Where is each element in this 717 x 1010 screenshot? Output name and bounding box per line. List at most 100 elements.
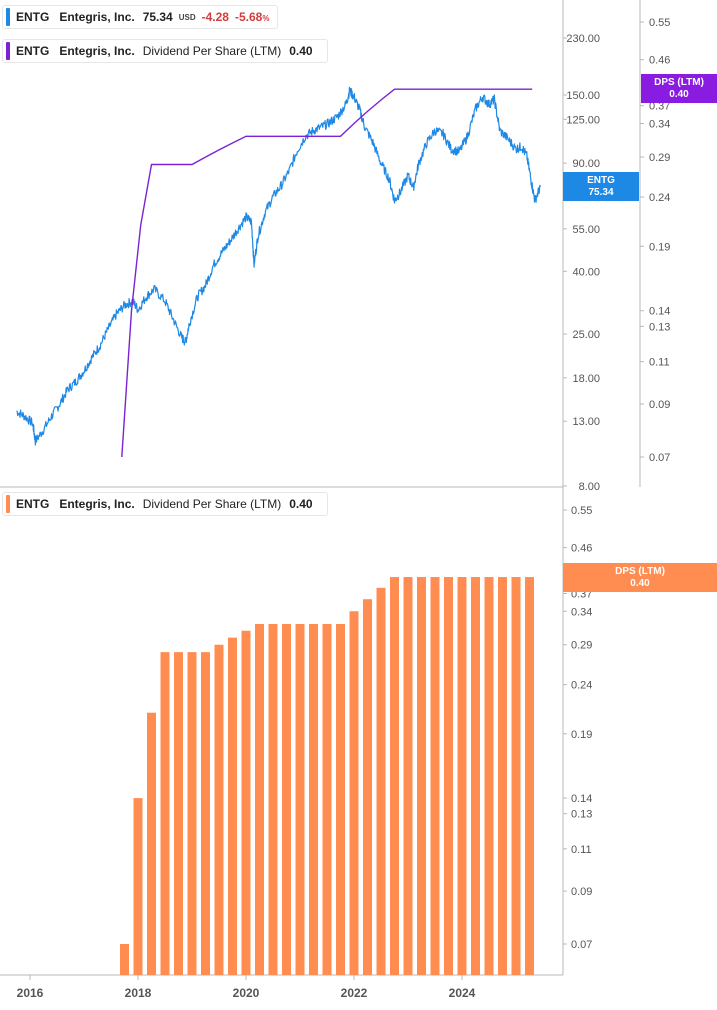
dps-bar bbox=[282, 624, 291, 975]
dps-top-tag-label: DPS (LTM) bbox=[654, 76, 704, 88]
dps-bar bbox=[403, 577, 413, 975]
dps-bar bbox=[133, 798, 143, 975]
dps-top-axis-tick-label: 0.46 bbox=[649, 55, 670, 67]
price-tag-label: ENTG bbox=[587, 174, 615, 186]
dps-bar bbox=[430, 577, 440, 975]
dps-top-axis-tick-label: 0.19 bbox=[649, 241, 670, 253]
price-axis-tick-label: 230.00 bbox=[566, 33, 600, 45]
price-tag-value: 75.34 bbox=[588, 186, 614, 198]
dps-bar bbox=[349, 611, 359, 975]
dps-bar bbox=[120, 944, 129, 975]
dps-bar bbox=[525, 577, 534, 975]
x-axis-tick-label: 2016 bbox=[17, 986, 44, 1000]
dps-bar bbox=[498, 577, 507, 975]
dps-top-axis-tick-label: 0.24 bbox=[649, 192, 670, 204]
price-legend-change-pct-value: -5.68 bbox=[234, 10, 263, 24]
price-legend-pct-sign: % bbox=[262, 14, 270, 23]
price-axis-tick-label: 8.00 bbox=[579, 481, 600, 493]
price-legend: ENTG Entegris, Inc. 75.34 USD -4.28 -5.6… bbox=[2, 5, 279, 29]
price-axis-tick-label: 150.00 bbox=[566, 90, 600, 102]
x-axis-tick-label: 2024 bbox=[449, 986, 476, 1000]
dps-bottom-legend-swatch bbox=[6, 495, 10, 513]
dps-bottom-legend-ticker: ENTG bbox=[16, 497, 50, 511]
dps-bar bbox=[147, 712, 156, 975]
dps-top-axis-tick-label: 0.09 bbox=[649, 399, 670, 411]
dps-bottom-axis-tag: DPS (LTM) 0.40 bbox=[563, 563, 717, 592]
dps-top-legend-name: Entegris, Inc. bbox=[59, 44, 135, 58]
price-axis-tag: ENTG 75.34 bbox=[563, 172, 639, 201]
dps-top-legend-metric: Dividend Per Share (LTM) bbox=[142, 44, 282, 58]
dps-top-axis-tick-label: 0.13 bbox=[649, 321, 670, 333]
dps-bottom-axis-tick-label: 0.19 bbox=[571, 729, 592, 741]
axis-tick-labels: 230.00 150.00 125.00 90.00 55.00 40.00 25.00 18… bbox=[17, 17, 671, 1000]
dps-bar bbox=[309, 624, 318, 975]
dps-bars bbox=[120, 577, 534, 975]
dps-top-axis-tick-label: 0.55 bbox=[649, 17, 670, 29]
dps-bar bbox=[511, 577, 521, 975]
dps-bar bbox=[376, 587, 386, 975]
dps-bottom-axis-tick-label: 0.46 bbox=[571, 543, 592, 555]
price-axis-tick-label: 90.00 bbox=[572, 158, 600, 170]
dps-bar bbox=[268, 624, 278, 975]
dps-bottom-axis-tick-label: 0.34 bbox=[571, 606, 592, 618]
x-axis-tick-label: 2020 bbox=[233, 986, 260, 1000]
dps-bar bbox=[201, 652, 210, 975]
dps-bar bbox=[471, 577, 480, 975]
x-axis-tick-label: 2018 bbox=[125, 986, 152, 1000]
dps-bottom-legend: ENTG Entegris, Inc. Dividend Per Share (… bbox=[2, 492, 328, 516]
price-legend-currency: USD bbox=[178, 12, 196, 22]
dps-top-axis-tick-label: 0.14 bbox=[649, 306, 670, 318]
dps-top-axis-tick-label: 0.34 bbox=[649, 118, 670, 130]
dps-top-axis-tick-label: 0.37 bbox=[649, 101, 670, 113]
dps-bottom-axis-tick-label: 0.24 bbox=[571, 680, 592, 692]
dps-bar bbox=[484, 577, 494, 975]
dps-bar bbox=[444, 577, 453, 975]
price-line bbox=[16, 86, 541, 446]
dps-bottom-axis-tick-label: 0.14 bbox=[571, 793, 592, 805]
price-axis-tick-label: 55.00 bbox=[572, 224, 600, 236]
price-legend-ticker: ENTG bbox=[16, 10, 50, 24]
price-axis-tick-label: 13.00 bbox=[572, 416, 600, 428]
dps-top-axis-tick-label: 0.29 bbox=[649, 152, 670, 164]
dps-bottom-legend-metric: Dividend Per Share (LTM) bbox=[142, 497, 282, 511]
dps-bottom-axis-tick-label: 0.55 bbox=[571, 505, 592, 517]
dps-bar bbox=[214, 644, 224, 975]
dps-bottom-legend-name: Entegris, Inc. bbox=[59, 497, 135, 511]
dps-bar bbox=[255, 624, 264, 975]
dps-bar bbox=[187, 652, 197, 975]
dps-bar bbox=[241, 630, 251, 975]
dps-top-legend: ENTG Entegris, Inc. Dividend Per Share (… bbox=[2, 39, 328, 63]
series-lines bbox=[16, 86, 541, 458]
price-legend-change: -4.28 bbox=[201, 10, 229, 24]
x-axis-tick-label: 2022 bbox=[341, 986, 368, 1000]
price-axis-tick-label: 125.00 bbox=[566, 114, 600, 126]
dps-line bbox=[121, 88, 533, 458]
dps-bar bbox=[417, 577, 426, 975]
price-legend-change-pct: -5.68% bbox=[235, 10, 269, 24]
dps-bottom-axis-tick-label: 0.13 bbox=[571, 809, 592, 821]
price-axis-tick-label: 40.00 bbox=[572, 266, 600, 278]
dps-bottom-tag-value: 0.40 bbox=[630, 577, 650, 589]
dps-bar bbox=[228, 637, 237, 975]
dps-bar bbox=[322, 624, 332, 975]
price-axis-tick-label: 25.00 bbox=[572, 329, 600, 341]
dps-top-legend-ticker: ENTG bbox=[16, 44, 50, 58]
dps-bar bbox=[363, 599, 372, 975]
dps-bottom-tag-label: DPS (LTM) bbox=[615, 565, 665, 577]
dps-bottom-axis-tick-label: 0.07 bbox=[571, 939, 592, 951]
dps-bar bbox=[174, 652, 183, 975]
price-axis-tick-label: 18.00 bbox=[572, 373, 600, 385]
axes bbox=[0, 0, 641, 976]
dps-top-axis-tag: DPS (LTM) 0.40 bbox=[641, 74, 717, 103]
dps-bottom-axis-tick-label: 0.29 bbox=[571, 640, 592, 652]
dps-top-axis-tick-label: 0.11 bbox=[649, 357, 670, 369]
dps-bottom-axis-tick-label: 0.09 bbox=[571, 886, 592, 898]
dps-top-axis-tick-label: 0.07 bbox=[649, 452, 670, 464]
price-legend-name: Entegris, Inc. bbox=[59, 10, 135, 24]
dps-bar bbox=[160, 652, 170, 975]
dps-top-tag-value: 0.40 bbox=[669, 88, 689, 100]
dps-bar bbox=[390, 577, 399, 975]
dps-bar bbox=[457, 577, 467, 975]
